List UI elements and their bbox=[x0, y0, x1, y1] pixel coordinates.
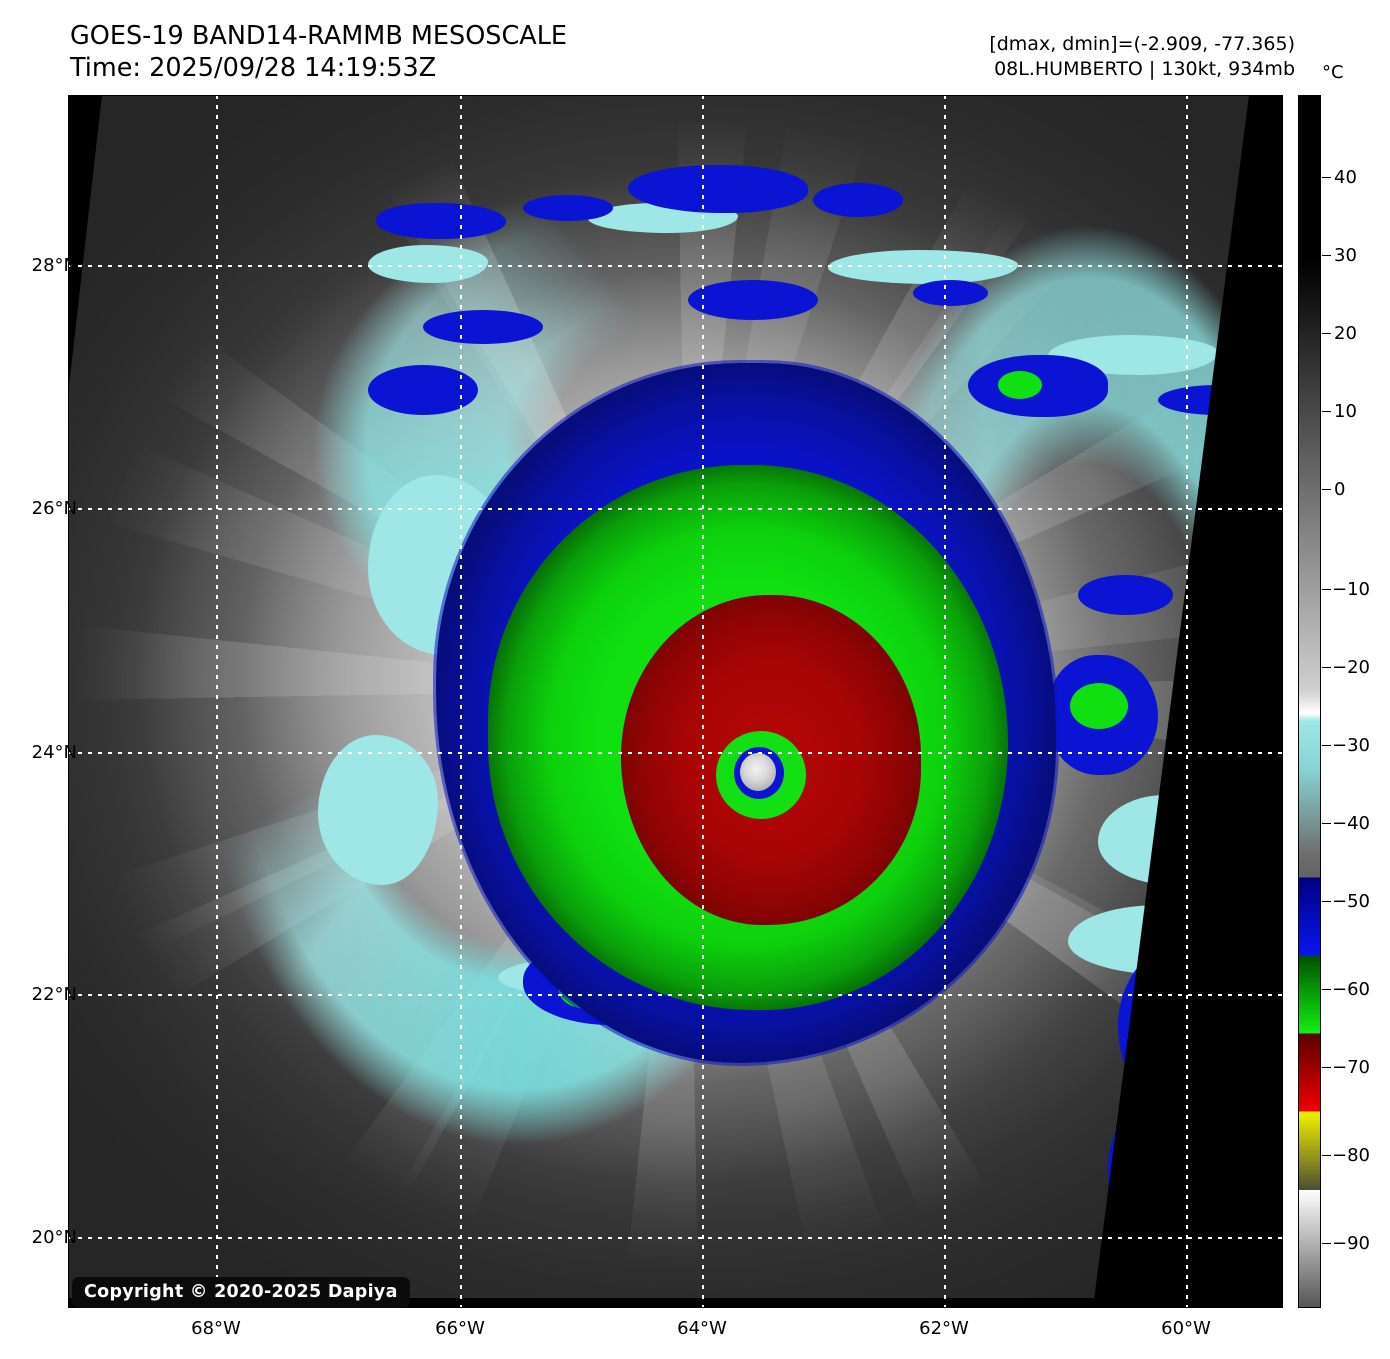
colorbar-label-minus70: −70 bbox=[1332, 1057, 1370, 1078]
convective-cell bbox=[376, 203, 506, 239]
gridline-lon-64w bbox=[702, 95, 704, 1308]
colorbar-tick bbox=[1322, 1155, 1331, 1156]
copyright-watermark: Copyright © 2020-2025 Dapiya bbox=[72, 1277, 410, 1308]
colorbar-label-30: 30 bbox=[1334, 245, 1357, 266]
convective-cell bbox=[1078, 575, 1173, 615]
colorbar-tick bbox=[1322, 1067, 1331, 1068]
lon-label-62w: 62°W bbox=[919, 1318, 969, 1339]
cyan-patch bbox=[318, 735, 438, 885]
colorbar-label-minus80: −80 bbox=[1332, 1145, 1370, 1166]
colorbar-tick bbox=[1322, 823, 1331, 824]
colorbar-label-minus20: −20 bbox=[1332, 657, 1370, 678]
colorbar-label-minus30: −30 bbox=[1332, 735, 1370, 756]
colorbar-tick bbox=[1322, 589, 1331, 590]
satellite-image-plot[interactable] bbox=[68, 95, 1283, 1308]
dmax-dmin-label: [dmax, dmin]=(-2.909, -77.365) bbox=[989, 33, 1295, 55]
colorbar-label-minus60: −60 bbox=[1332, 979, 1370, 1000]
lon-label-68w: 68°W bbox=[191, 1318, 241, 1339]
scan-limb-bottom bbox=[68, 1298, 1283, 1308]
cyan-patch bbox=[828, 250, 1018, 284]
lat-label-20n: 20°N bbox=[31, 1227, 77, 1248]
colorbar-tick bbox=[1322, 177, 1331, 178]
colorbar-tick bbox=[1322, 333, 1331, 334]
colorbar-label-0: 0 bbox=[1334, 479, 1346, 500]
convective-cell bbox=[628, 165, 808, 213]
convective-cell-core bbox=[1070, 683, 1128, 729]
timestamp-label: Time: 2025/09/28 14:19:53Z bbox=[70, 53, 437, 83]
colorbar-tick bbox=[1322, 745, 1331, 746]
convective-cell bbox=[913, 280, 988, 306]
lon-label-60w: 60°W bbox=[1161, 1318, 1211, 1339]
gridline-lon-68w bbox=[216, 95, 218, 1308]
gridline-lon-62w bbox=[944, 95, 946, 1308]
colorbar-tick bbox=[1322, 1243, 1331, 1244]
gridline-lon-66w bbox=[460, 95, 462, 1308]
colorbar-gradient bbox=[1299, 96, 1320, 1307]
colorbar-label-10: 10 bbox=[1334, 401, 1357, 422]
gridline-lat-22n bbox=[68, 994, 1283, 996]
colorbar-label-minus90: −90 bbox=[1332, 1233, 1370, 1254]
gridline-lat-28n bbox=[68, 265, 1283, 267]
storm-eye bbox=[740, 753, 776, 791]
lon-label-64w: 64°W bbox=[677, 1318, 727, 1339]
convective-cell bbox=[688, 280, 818, 320]
lat-label-22n: 22°N bbox=[31, 984, 77, 1005]
lat-label-24n: 24°N bbox=[31, 742, 77, 763]
convective-cell bbox=[368, 365, 478, 415]
title-block: GOES-19 BAND14-RAMMB MESOSCALE Time: 202… bbox=[70, 20, 567, 84]
colorbar-label-minus50: −50 bbox=[1332, 891, 1370, 912]
lat-label-28n: 28°N bbox=[31, 255, 77, 276]
convective-cell bbox=[523, 195, 613, 221]
gridline-lat-20n bbox=[68, 1237, 1283, 1239]
colorbar-unit-label: °C bbox=[1322, 62, 1344, 83]
cyan-patch bbox=[368, 245, 488, 283]
colorbar-label-minus40: −40 bbox=[1332, 813, 1370, 834]
colorbar-tick bbox=[1322, 901, 1331, 902]
gridline-lat-24n bbox=[68, 752, 1283, 754]
temperature-colorbar[interactable] bbox=[1298, 95, 1321, 1308]
colorbar-label-40: 40 bbox=[1334, 167, 1357, 188]
gridline-lat-26n bbox=[68, 508, 1283, 510]
colorbar-tick bbox=[1322, 411, 1331, 412]
storm-info-label: 08L.HUMBERTO | 130kt, 934mb bbox=[994, 58, 1295, 80]
convective-cell-core bbox=[998, 371, 1042, 399]
convective-cell bbox=[423, 310, 543, 344]
colorbar-tick bbox=[1322, 667, 1331, 668]
colorbar-tick bbox=[1322, 489, 1331, 490]
gridline-lon-60w bbox=[1186, 95, 1188, 1308]
colorbar-tick bbox=[1322, 255, 1331, 256]
metadata-block: [dmax, dmin]=(-2.909, -77.365) 08L.HUMBE… bbox=[989, 32, 1295, 82]
colorbar-label-minus10: −10 bbox=[1332, 579, 1370, 600]
lon-label-66w: 66°W bbox=[435, 1318, 485, 1339]
colorbar-tick bbox=[1322, 989, 1331, 990]
page-title: GOES-19 BAND14-RAMMB MESOSCALE bbox=[70, 21, 568, 51]
colorbar-label-20: 20 bbox=[1334, 323, 1357, 344]
lat-label-26n: 26°N bbox=[31, 498, 77, 519]
convective-cell bbox=[813, 183, 903, 217]
